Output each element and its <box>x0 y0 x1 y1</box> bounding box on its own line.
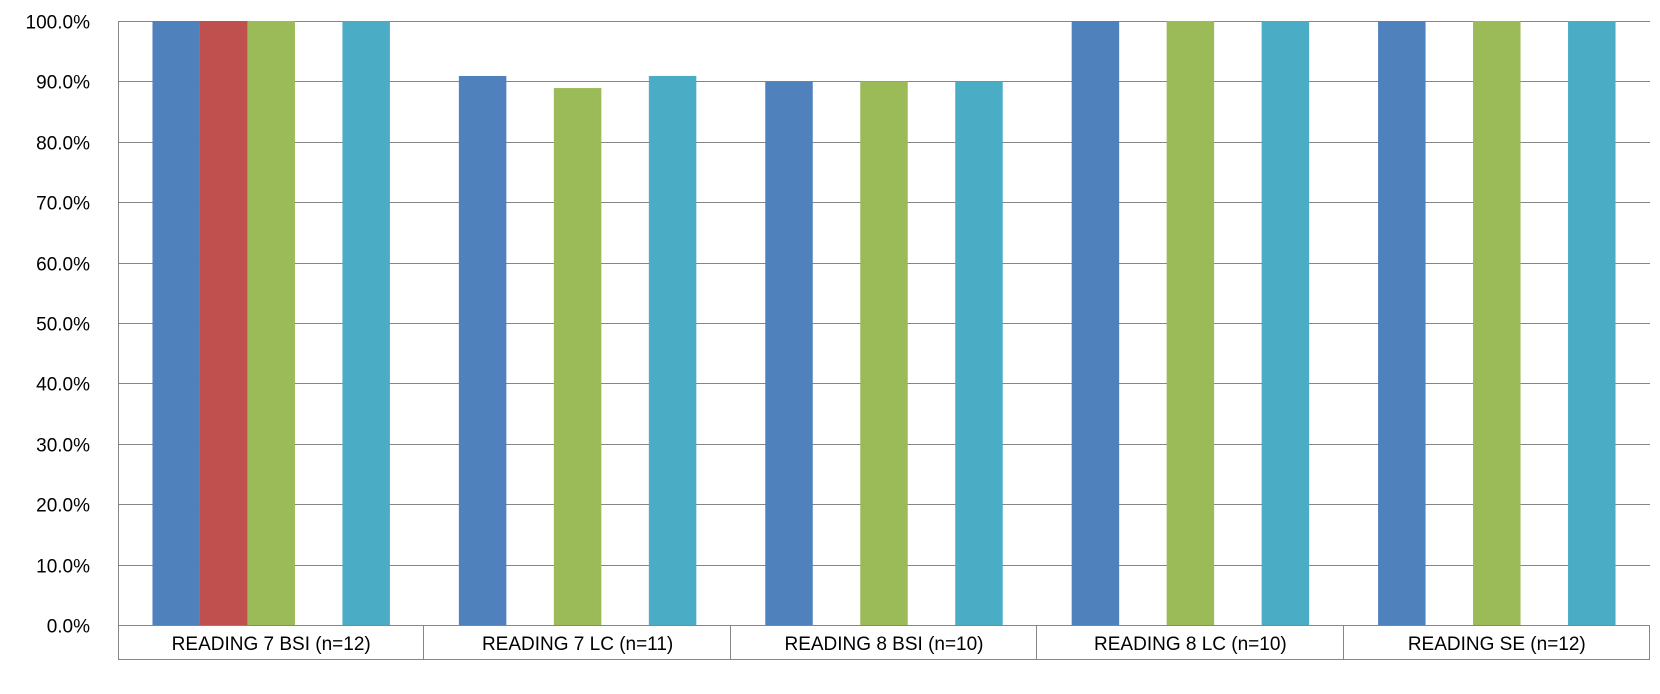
bar <box>458 75 507 625</box>
x-category-label: READING 8 BSI (n=10) <box>784 634 983 655</box>
bar <box>152 21 200 625</box>
x-category-label: READING SE (n=12) <box>1408 634 1586 655</box>
bar <box>1568 21 1616 625</box>
y-tick-label: 100.0% <box>26 13 91 34</box>
y-tick-label: 20.0% <box>36 496 90 517</box>
x-category-label: READING 7 BSI (n=12) <box>172 634 371 655</box>
y-tick-label: 50.0% <box>36 315 90 336</box>
y-tick-label: 90.0% <box>36 73 90 94</box>
y-tick-label: 60.0% <box>36 255 90 276</box>
bar <box>765 81 813 625</box>
y-tick-label: 40.0% <box>36 375 90 396</box>
bar <box>247 21 295 625</box>
bar <box>860 81 908 625</box>
y-tick-label: 80.0% <box>36 134 90 155</box>
bar <box>1261 21 1310 625</box>
y-axis-tick-labels: 0.0% 10.0% 20.0% 30.0% 40.0% 50.0% 60.0% 70.0% 8… <box>26 13 91 638</box>
y-tick-label: 10.0% <box>36 557 90 578</box>
bar <box>955 81 1003 625</box>
bar <box>553 88 602 626</box>
x-axis: READING 7 BSI (n=12) READING 7 LC (n=11) R… <box>118 21 1650 660</box>
y-tick-label: 0.0% <box>47 617 90 638</box>
bar <box>342 21 390 625</box>
y-tick-label: 30.0% <box>36 436 90 457</box>
bar <box>1071 21 1120 625</box>
bar <box>1166 21 1215 625</box>
bar <box>648 75 697 625</box>
bars <box>152 21 1616 626</box>
bar <box>1473 21 1521 625</box>
y-tick-label: 70.0% <box>36 194 90 215</box>
bar <box>199 21 248 625</box>
x-category-label: READING 7 LC (n=11) <box>482 634 673 655</box>
bar <box>1378 21 1426 625</box>
x-category-label: READING 8 LC (n=10) <box>1094 634 1287 655</box>
